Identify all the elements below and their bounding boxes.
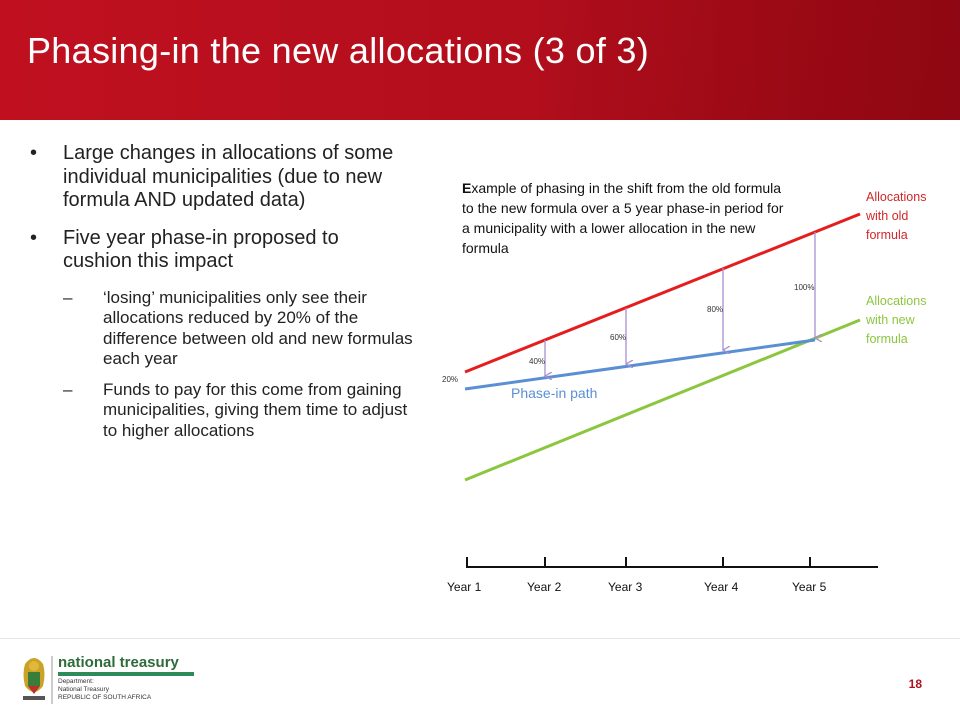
slide-header: Phasing-in the new allocations (3 of 3) [0, 0, 960, 120]
percent-label-40: 40% [529, 357, 546, 366]
year-label: Year 1 [447, 580, 482, 594]
percent-label-20: 20% [442, 375, 459, 384]
bullet-item: Five year phase-in proposed to cushion t… [28, 227, 413, 274]
old-formula-line [464, 212, 861, 374]
coat-of-arms-icon [23, 656, 194, 704]
old-formula-label: Allocations with old formula [866, 188, 926, 245]
new-formula-label: Allocations with new formula [866, 292, 926, 349]
bullet-item: Large changes in allocations of some ind… [28, 142, 413, 213]
header-shade [540, 0, 960, 120]
logo-line: Department: [58, 678, 94, 685]
year-label: Year 4 [704, 580, 739, 594]
percent-label-60: 60% [610, 333, 627, 342]
annotation-line: Example of phasing in the shift from the… [462, 180, 782, 196]
sub-bullet-item: – ‘losing’ municipalities only see their… [63, 288, 413, 370]
new-formula-line [464, 318, 861, 482]
logo-line: REPUBLIC OF SOUTH AFRICA [58, 694, 152, 701]
diagram-annotation: Example of phasing in the shift from the… [462, 178, 783, 258]
diagram-canvas [464, 212, 878, 568]
national-treasury-logo: national treasury Department: National T… [18, 652, 218, 708]
phase-in-path-label: Phase-in path [511, 385, 598, 401]
year-label: Year 3 [608, 580, 643, 594]
logo-name: national treasury [58, 654, 179, 671]
old-label-line: with old [866, 209, 909, 223]
new-label-line: formula [866, 332, 908, 346]
sub-bullet-dash: – [63, 379, 73, 399]
annotation-line: formula [462, 240, 509, 256]
logo-line: National Treasury [58, 686, 109, 693]
year-label: Year 2 [527, 580, 562, 594]
old-label-line: Allocations [866, 190, 927, 204]
sub-bullet-text: ‘losing’ municipalities only see their a… [103, 287, 413, 369]
sub-bullet-text: Funds to pay for this come from gaining … [103, 379, 408, 440]
annotation-line: to the new formula over a 5 year phase-i… [462, 200, 784, 216]
page-number: 18 [908, 677, 922, 691]
phase-in-path-line [464, 338, 816, 391]
sub-bullet-dash: – [63, 287, 73, 307]
annotation-line: a municipality with a lower allocation i… [462, 220, 756, 236]
new-label-line: Allocations [866, 294, 927, 308]
phase-in-diagram: Example of phasing in the shift from the… [430, 170, 945, 610]
year-label: Year 5 [792, 580, 827, 594]
percent-label-80: 80% [707, 305, 724, 314]
new-label-line: with new [866, 313, 915, 327]
footer-divider [0, 638, 960, 639]
slide-title: Phasing-in the new allocations (3 of 3) [27, 30, 650, 71]
annotation-initial: E [462, 180, 472, 196]
sub-bullet-item: – Funds to pay for this come from gainin… [63, 380, 413, 442]
old-label-line: formula [866, 228, 908, 242]
bullet-list: Large changes in allocations of some ind… [28, 142, 413, 451]
percent-label-100: 100% [794, 283, 815, 292]
